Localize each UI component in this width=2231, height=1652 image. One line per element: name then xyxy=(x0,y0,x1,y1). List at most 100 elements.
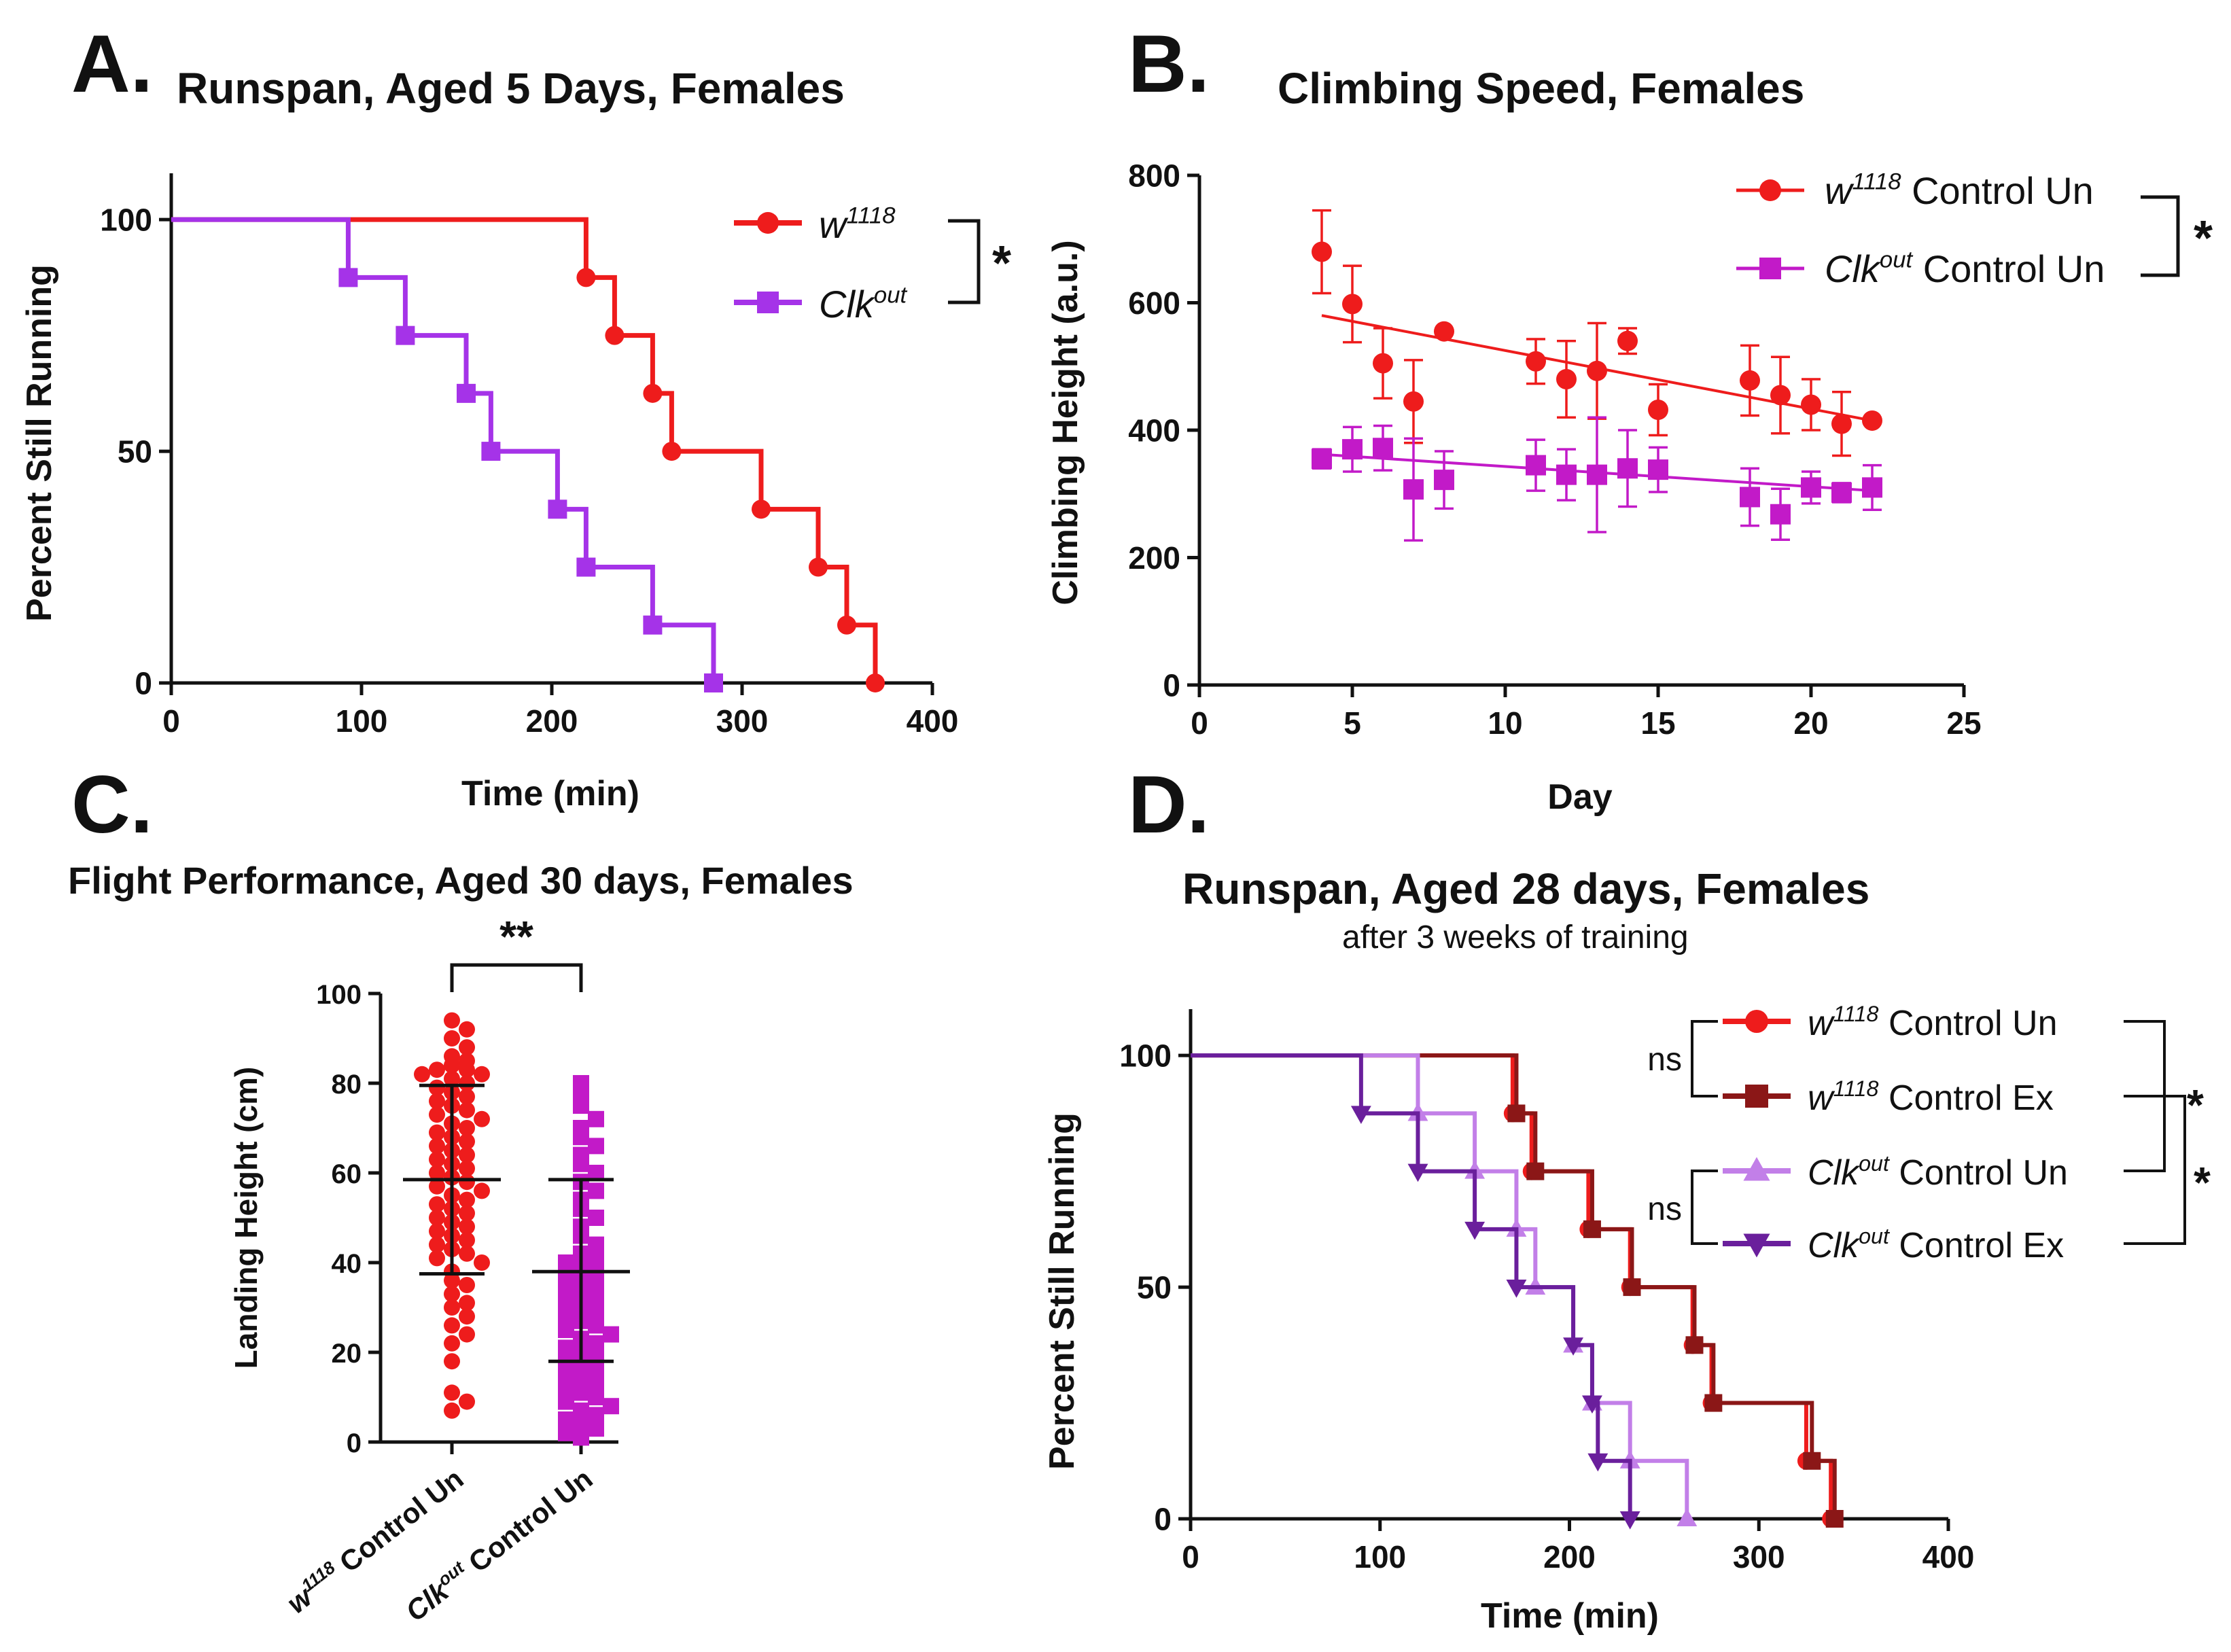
panel-a-x-tick-label: 400 xyxy=(907,703,959,739)
panel-b-data-point xyxy=(1403,391,1424,412)
panel-d-significance: * xyxy=(2194,1158,2211,1207)
panel-c-data-point xyxy=(429,1223,445,1240)
panel-b-data-point xyxy=(1526,455,1546,476)
panel-b-data-point xyxy=(1862,410,1882,431)
panel-c-data-point xyxy=(459,1218,475,1235)
panel-c-y-tick-label: 40 xyxy=(332,1249,362,1279)
panel-c-data-point xyxy=(558,1424,574,1441)
panel-d-data-point xyxy=(1803,1452,1821,1470)
panel-d-data-point xyxy=(1704,1394,1723,1412)
panel-a-data-point xyxy=(338,268,358,287)
panel-a-series-line xyxy=(171,217,716,683)
panel-c-data-point xyxy=(429,1196,445,1213)
panel-c-data-point xyxy=(429,1079,445,1096)
panel-b-data-point xyxy=(1740,487,1760,508)
panel-c-data-point xyxy=(588,1389,604,1405)
panel-c-data-point xyxy=(588,1420,604,1437)
panel-c-data-point xyxy=(588,1317,604,1334)
panel-d-significance: * xyxy=(2187,1080,2204,1129)
panel-d-data-point xyxy=(1676,1508,1698,1527)
panel-c-data-point xyxy=(429,1093,445,1110)
panel-d-series-line xyxy=(1191,1053,1689,1519)
panel-d-data-point xyxy=(1587,1453,1609,1472)
panel-c-data-point xyxy=(603,1398,619,1415)
panel-c-y-tick-label: 0 xyxy=(347,1428,362,1458)
panel-c-data-point xyxy=(558,1393,574,1410)
panel-b-legend-marker xyxy=(1759,179,1781,201)
panel-c-data-point xyxy=(444,1030,460,1047)
panel-d-data-point xyxy=(1685,1336,1704,1354)
panel-b-data-point xyxy=(1434,321,1454,342)
panel-d-plot: 0 100 200 300 400 0 50 100 w1118 Control Un w1118… xyxy=(1119,1002,2211,1575)
panel-a-data-point xyxy=(576,557,596,577)
panel-c-data-point xyxy=(474,1066,490,1083)
panel-b-plot: 0 5 10 15 20 25 0 200 400 600 800 w1118 Control Un C… xyxy=(1128,158,2213,741)
panel-d-legend-marker xyxy=(1743,1157,1770,1181)
panel-a-y-tick-label: 0 xyxy=(135,666,152,701)
panel-d-legend-marker xyxy=(1745,1085,1768,1108)
panel-d-xlabel: Time (min) xyxy=(1481,1596,1659,1636)
panel-d-x-tick-label: 0 xyxy=(1182,1539,1199,1575)
panel-c-data-point xyxy=(444,1012,460,1029)
panel-c-ylabel: Landing Height (cm) xyxy=(228,1067,264,1369)
panel-c-data-point xyxy=(444,1070,460,1087)
panel-c-data-point xyxy=(459,1295,475,1312)
panel-a-data-point xyxy=(866,673,885,692)
panel-b-y-tick-label: 0 xyxy=(1163,668,1180,703)
panel-b-y-tick-label: 200 xyxy=(1128,540,1180,576)
panel-c-data-point xyxy=(444,1384,460,1401)
panel-b-data-point xyxy=(1373,438,1393,459)
panel-c-data-point xyxy=(474,1182,490,1199)
panel-a-xlabel: Time (min) xyxy=(461,774,639,813)
panel-c-data-point xyxy=(459,1174,475,1191)
panel-b-data-point xyxy=(1556,369,1577,389)
panel-a-data-point xyxy=(837,615,856,635)
panel-d-legend-marker xyxy=(1743,1233,1770,1258)
panel-b-data-point xyxy=(1403,479,1424,500)
panel-c-data-point xyxy=(444,1272,460,1289)
panel-c-y-tick-label: 60 xyxy=(332,1159,362,1189)
panel-b-data-point xyxy=(1587,360,1607,381)
panel-b-y-tick-label: 600 xyxy=(1128,285,1180,321)
panel-a-y-tick-label: 50 xyxy=(118,434,152,470)
panel-d-subtitle: after 3 weeks of training xyxy=(1342,919,1689,955)
panel-b-legend-marker xyxy=(1759,258,1781,279)
panel-c-data-point xyxy=(444,1353,460,1370)
panel-b-data-point xyxy=(1648,400,1668,420)
panel-c-y-tick-label: 100 xyxy=(316,980,362,1010)
panel-d-x-tick-label: 300 xyxy=(1733,1539,1785,1575)
panel-b-data-point xyxy=(1648,459,1668,480)
panel-c-data-point xyxy=(459,1133,475,1150)
panel-b-x-tick-label: 20 xyxy=(1793,705,1828,741)
panel-c-data-point xyxy=(459,1326,475,1343)
panel-b-x-tick-label: 0 xyxy=(1191,705,1208,741)
panel-d-significance-bracket xyxy=(2124,1095,2186,1245)
panel-b-data-point xyxy=(1342,294,1363,315)
panel-a-significance-bracket xyxy=(948,219,981,304)
panel-c-data-point xyxy=(444,1402,460,1419)
panel-d-label: D. xyxy=(1128,759,1210,850)
panel-c-data-point xyxy=(459,1393,475,1410)
panel-d-data-point xyxy=(1507,1104,1526,1123)
panel-a-x-tick-label: 100 xyxy=(336,703,388,739)
panel-a-significance: * xyxy=(992,236,1011,291)
panel-d-x-tick-label: 200 xyxy=(1543,1539,1596,1575)
panel-a-data-point xyxy=(605,326,625,345)
panel-d-y-tick-label: 0 xyxy=(1154,1502,1172,1537)
panel-c-data-point xyxy=(459,1308,475,1325)
panel-d-data-point xyxy=(1619,1511,1640,1530)
panel-b-x-tick-label: 5 xyxy=(1343,705,1361,741)
panel-c-data-point xyxy=(429,1178,445,1195)
panel-d-ns-label: ns xyxy=(1647,1042,1682,1078)
panel-c-data-point xyxy=(459,1191,475,1208)
panel-d-ns-label: ns xyxy=(1647,1191,1682,1227)
panel-c-data-point xyxy=(459,1146,475,1163)
panel-c-data-point xyxy=(459,1160,475,1177)
panel-a-label: A. xyxy=(71,18,153,109)
panel-d-y-tick-label: 100 xyxy=(1119,1038,1172,1074)
panel-c-data-point xyxy=(573,1384,589,1401)
panel-c-data-point xyxy=(444,1299,460,1316)
panel-d-x-tick-label: 400 xyxy=(1922,1539,1975,1575)
panel-a-data-point xyxy=(396,326,415,345)
